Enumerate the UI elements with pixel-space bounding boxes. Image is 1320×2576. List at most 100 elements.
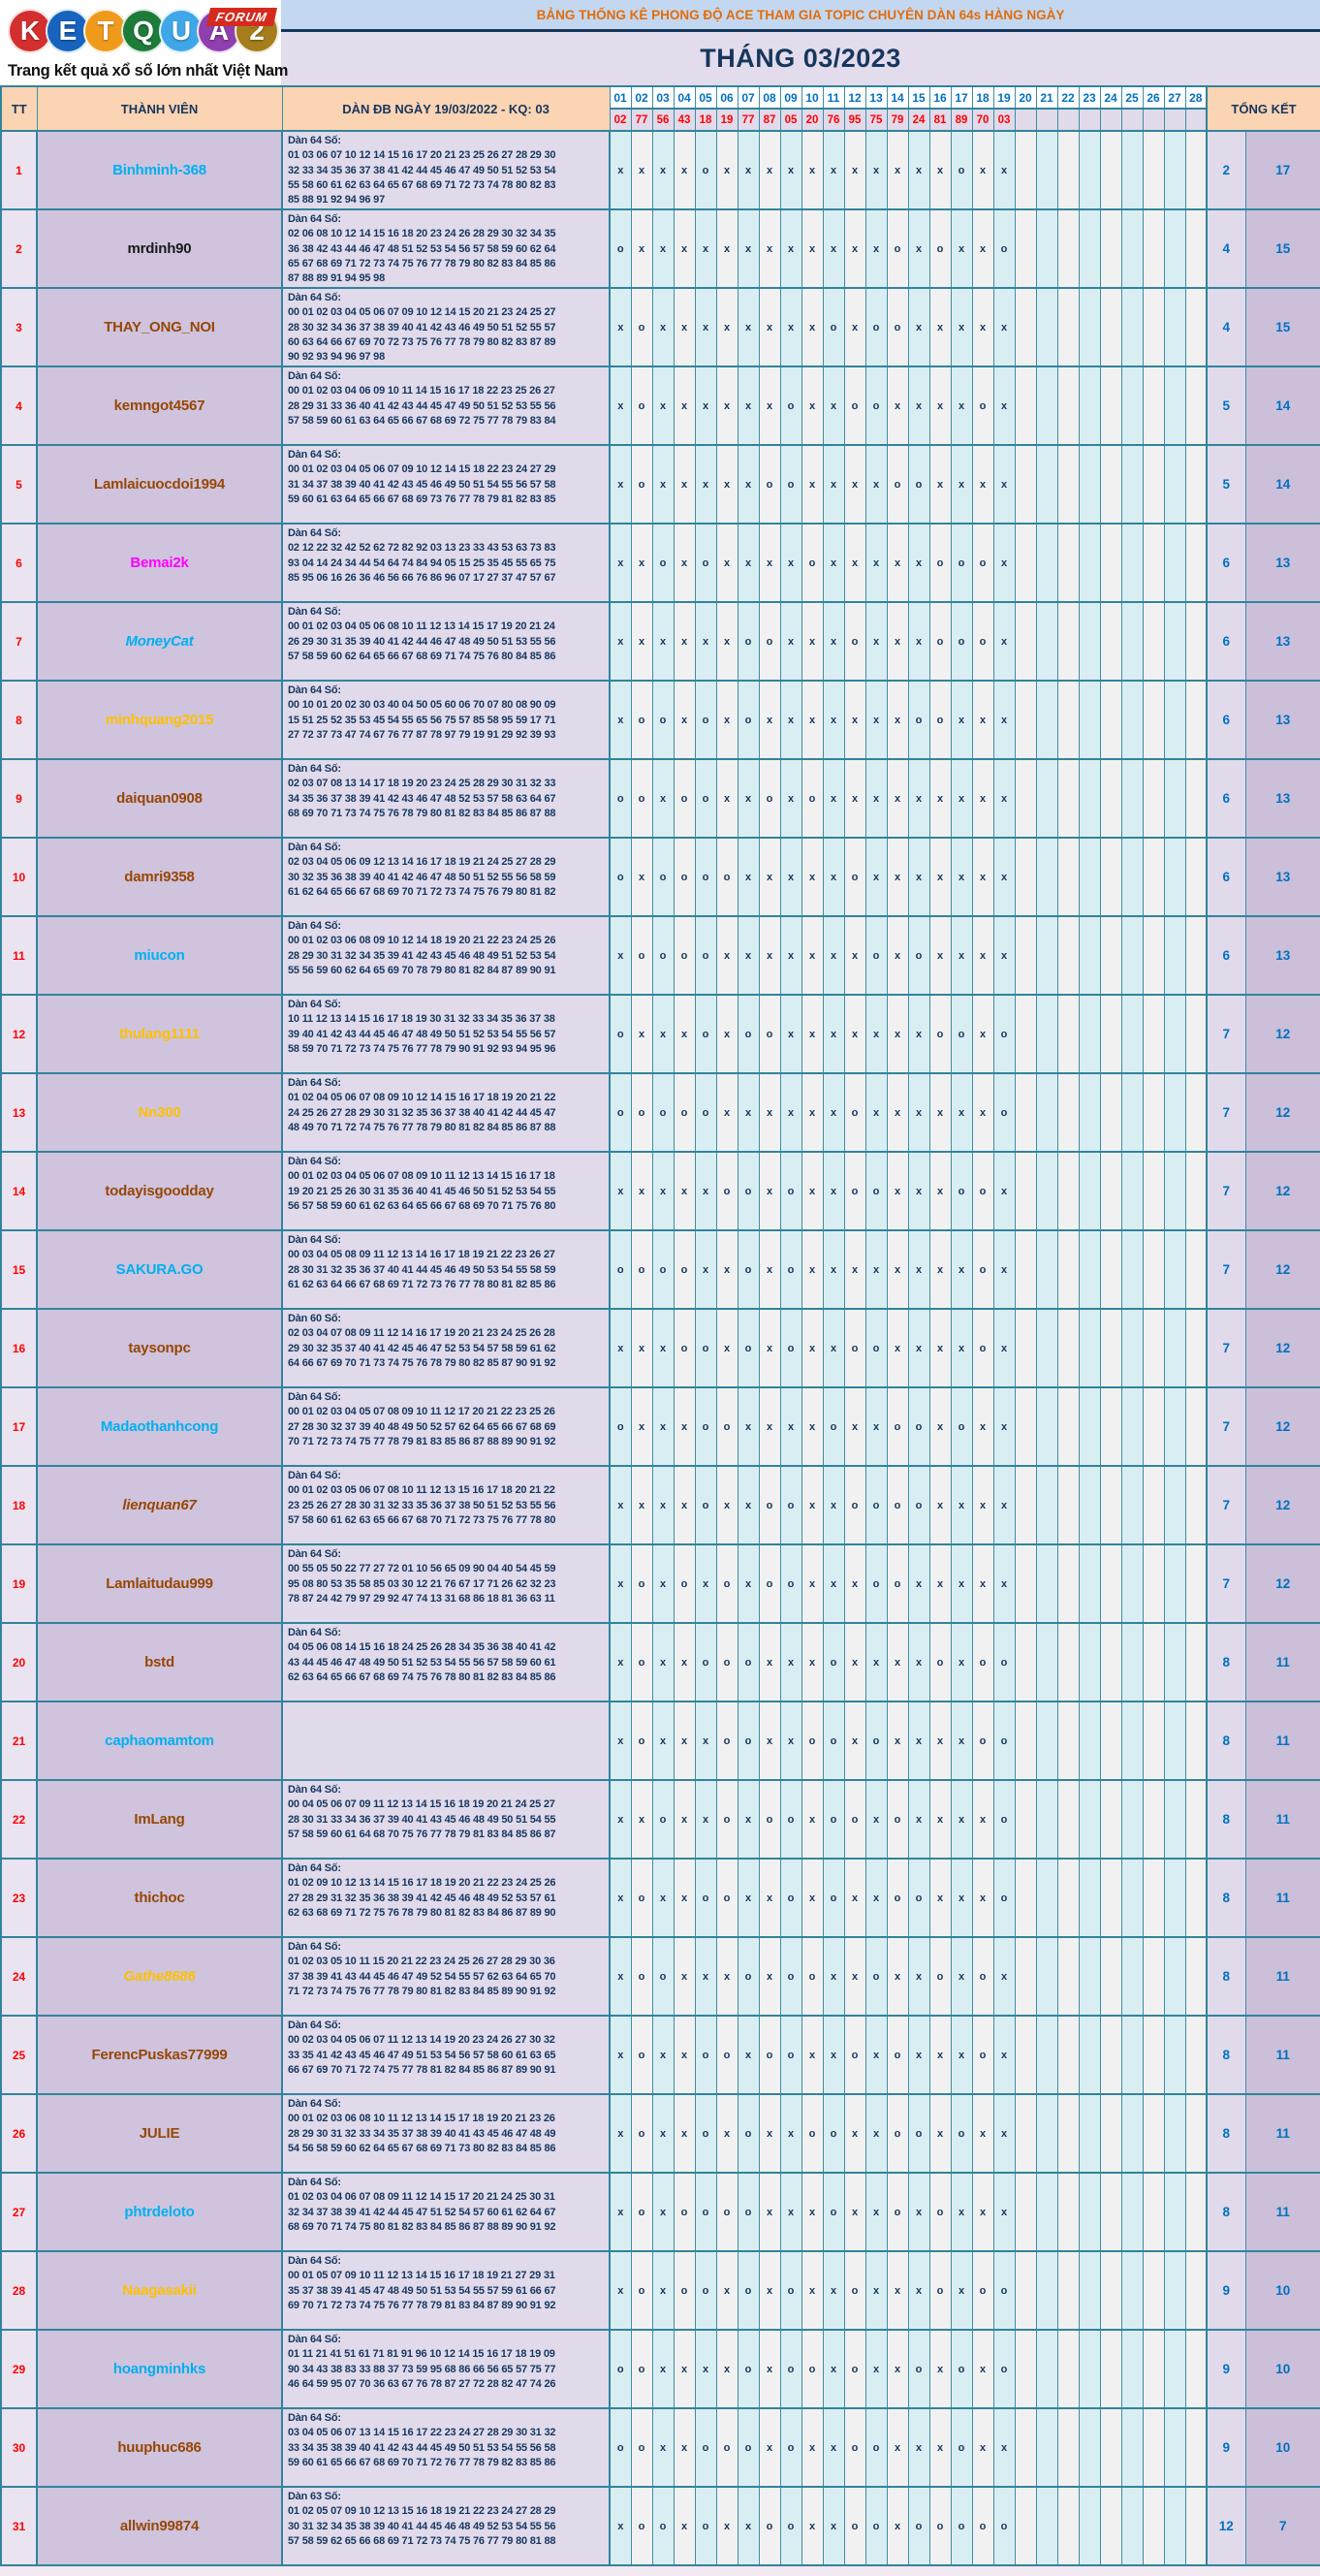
day-mark	[1014, 680, 1037, 760]
dan-numbers-line: 27 72 37 73 47 74 67 76 77 87 78 97 79 1…	[288, 728, 556, 741]
member-rank: 19	[0, 1543, 38, 1624]
member-name-link[interactable]: Lamlaicuocdoi1994	[94, 475, 225, 493]
member-name-cell[interactable]: damri9358	[36, 837, 283, 917]
day-mark	[1142, 1701, 1165, 1781]
member-name-link[interactable]: Lamlaitudau999	[106, 1574, 213, 1592]
dan-label: Dàn 64 Số:	[288, 370, 341, 382]
day-mark: x	[843, 444, 866, 525]
day-column-header: 13	[864, 85, 888, 110]
member-name-cell[interactable]: THAY_ONG_NOI	[36, 287, 283, 367]
day-mark: o	[609, 1229, 632, 1310]
member-name-link[interactable]: Binhminh-368	[112, 161, 206, 178]
table-row: 30 huuphuc686 Dàn 64 Số: 03 04 05 06 07 13 …	[0, 2407, 1320, 2488]
member-name-cell[interactable]: kemngot4567	[36, 366, 283, 446]
member-name-link[interactable]: taysonpc	[128, 1339, 191, 1356]
member-name-cell[interactable]: Madaothanhcong	[36, 1386, 283, 1467]
member-name-link[interactable]: Nn300	[138, 1103, 181, 1121]
member-name-cell[interactable]: Nn300	[36, 1072, 283, 1153]
member-name-link[interactable]: daiquan0908	[116, 789, 203, 807]
member-name-link[interactable]: SAKURA.GO	[115, 1260, 204, 1278]
member-name-link[interactable]: mrdinh90	[127, 239, 192, 257]
member-name-link[interactable]: Naagasakii	[122, 2281, 197, 2299]
member-name-link[interactable]: ImLang	[134, 1810, 185, 1828]
member-name-cell[interactable]: lienquan67	[36, 1465, 283, 1545]
member-name-link[interactable]: minhquang2015	[105, 711, 214, 728]
member-name-link[interactable]: MoneyCat	[125, 632, 194, 650]
member-name-link[interactable]: hoangminhks	[112, 2360, 206, 2377]
member-name-cell[interactable]: Lamlaitudau999	[36, 1543, 283, 1624]
day-mark	[1099, 1072, 1122, 1153]
member-name-cell[interactable]: todayisgoodday	[36, 1151, 283, 1231]
member-name-link[interactable]: kemngot4567	[113, 397, 205, 414]
member-name-link[interactable]: Gathe8686	[123, 1967, 196, 1985]
member-name-link[interactable]: THAY_ONG_NOI	[104, 318, 215, 335]
member-name-link[interactable]: bstd	[144, 1653, 174, 1670]
day-column-header: 14	[886, 85, 909, 110]
member-name-cell[interactable]: bstd	[36, 1622, 283, 1702]
member-name-cell[interactable]: Gathe8686	[36, 1936, 283, 2017]
member-name-link[interactable]: todayisgoodday	[105, 1182, 214, 1199]
dan-numbers-cell: Dàn 64 Số: 00 01 02 03 06 08 09 10 12 14 …	[281, 915, 611, 996]
day-mark	[1014, 2486, 1037, 2566]
member-name-cell[interactable]: thichoc	[36, 1858, 283, 1938]
day-mark: x	[758, 130, 781, 210]
member-name-cell[interactable]: phtrdeloto	[36, 2172, 283, 2252]
day-mark: x	[609, 2250, 632, 2331]
member-name-cell[interactable]: caphaomamtom	[36, 1701, 283, 1781]
day-mark: o	[609, 208, 632, 289]
member-name-link[interactable]: thichoc	[134, 1889, 185, 1906]
member-name-cell[interactable]: allwin99874	[36, 2486, 283, 2566]
day-mark: x	[950, 837, 973, 917]
member-name-cell[interactable]: thulang1111	[36, 994, 283, 1074]
member-name-cell[interactable]: ImLang	[36, 1779, 283, 1860]
member-name-link[interactable]: caphaomamtom	[105, 1732, 214, 1749]
member-name-cell[interactable]: MoneyCat	[36, 601, 283, 682]
dan-numbers-cell: Dàn 64 Số: 00 01 02 03 04 05 06 07 08 09 …	[281, 1151, 611, 1231]
day-mark	[1035, 601, 1058, 682]
day-mark	[1056, 444, 1080, 525]
day-mark: o	[758, 1543, 781, 1624]
day-mark	[1163, 601, 1186, 682]
member-name-link[interactable]: thulang1111	[119, 1025, 200, 1042]
member-name-cell[interactable]: mrdinh90	[36, 208, 283, 289]
member-name-cell[interactable]: JULIE	[36, 2093, 283, 2174]
dan-numbers-cell: Dàn 64 Số: 00 10 01 20 02 30 03 40 04 50 …	[281, 680, 611, 760]
member-name-cell[interactable]: taysonpc	[36, 1308, 283, 1388]
day-mark	[1056, 2015, 1080, 2095]
day-mark	[1163, 2486, 1186, 2566]
member-name-cell[interactable]: Bemai2k	[36, 523, 283, 603]
member-name-cell[interactable]: daiquan0908	[36, 758, 283, 839]
member-name-link[interactable]: FerencPuskas77999	[91, 2046, 228, 2063]
member-name-cell[interactable]: minhquang2015	[36, 680, 283, 760]
member-name-cell[interactable]: miucon	[36, 915, 283, 996]
member-name-link[interactable]: phtrdeloto	[124, 2203, 195, 2220]
member-name-link[interactable]: allwin99874	[119, 2517, 200, 2534]
day-mark: x	[673, 680, 696, 760]
day-mark: x	[673, 1936, 696, 2017]
member-name-link[interactable]: lienquan67	[122, 1496, 197, 1513]
day-mark	[1163, 2329, 1186, 2409]
member-name-link[interactable]: miucon	[134, 946, 185, 964]
member-name-cell[interactable]: Binhminh-368	[36, 130, 283, 210]
member-name-link[interactable]: Madaothanhcong	[100, 1417, 219, 1435]
day-mark: o	[694, 1386, 717, 1467]
member-name-cell[interactable]: FerencPuskas77999	[36, 2015, 283, 2095]
member-name-cell[interactable]: huuphuc686	[36, 2407, 283, 2488]
day-mark	[1078, 523, 1101, 603]
member-name-cell[interactable]: Lamlaicuocdoi1994	[36, 444, 283, 525]
member-name-link[interactable]: damri9358	[124, 868, 195, 885]
day-mark: x	[758, 837, 781, 917]
table-row: 13 Nn300 Dàn 64 Số: 01 02 04 05 06 07 08 09…	[0, 1072, 1320, 1153]
member-name-cell[interactable]: Naagasakii	[36, 2250, 283, 2331]
member-name-link[interactable]: huuphuc686	[117, 2438, 202, 2456]
day-mark: x	[822, 1072, 845, 1153]
day-mark: o	[971, 2486, 994, 2566]
member-name-cell[interactable]: hoangminhks	[36, 2329, 283, 2409]
day-mark: o	[907, 915, 930, 996]
member-name-link[interactable]: JULIE	[139, 2124, 180, 2142]
member-name-cell[interactable]: SAKURA.GO	[36, 1229, 283, 1310]
member-name-link[interactable]: Bemai2k	[130, 554, 189, 571]
table-row: 19 Lamlaitudau999 Dàn 64 Số: 00 55 05 50 22…	[0, 1543, 1320, 1624]
header-row-days: TT THÀNH VIÊN DÀN ĐB NGÀY 19/03/2022 - K…	[0, 85, 1320, 132]
